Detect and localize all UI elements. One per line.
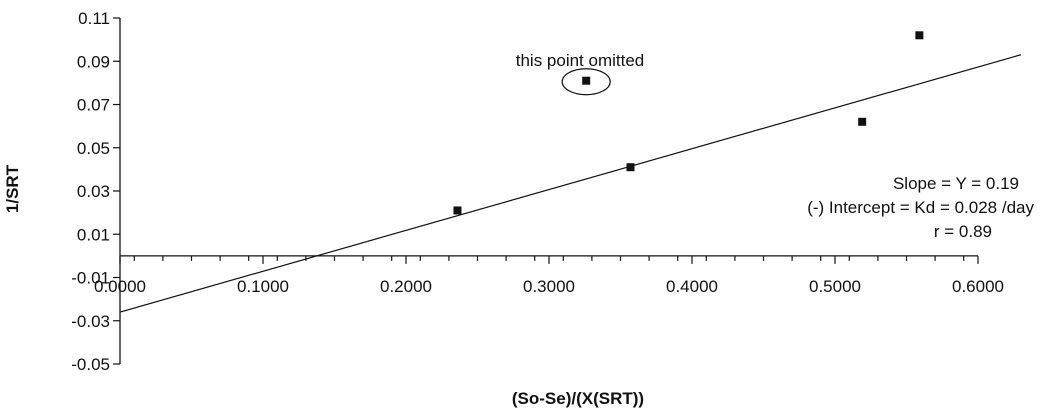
y-axis-title: 1/SRT bbox=[3, 164, 22, 213]
x-tick-label: 0.5000 bbox=[809, 277, 861, 296]
data-point bbox=[858, 117, 867, 126]
y-tick-label: -0.01 bbox=[71, 269, 110, 288]
x-tick-label: 0.2000 bbox=[380, 277, 432, 296]
omitted-data-point bbox=[582, 76, 591, 85]
omitted-point-label: this point omitted bbox=[516, 51, 645, 70]
data-point bbox=[915, 31, 924, 40]
y-tick-label: 0.09 bbox=[77, 52, 110, 71]
omitted-point-circle bbox=[561, 68, 611, 96]
data-points bbox=[453, 31, 924, 215]
y-tick-label: 0.05 bbox=[77, 139, 110, 158]
y-tick-label: 0.11 bbox=[78, 9, 110, 28]
data-point bbox=[453, 206, 462, 215]
x-tick-label: 0.1000 bbox=[237, 277, 289, 296]
y-tick-label: -0.03 bbox=[71, 312, 110, 331]
r-annotation: r = 0.89 bbox=[934, 222, 992, 241]
x-tick-label: 0.4000 bbox=[666, 277, 718, 296]
data-point bbox=[626, 163, 635, 172]
tick-labels: 0.11 0.09 0.07 0.05 0.03 0.01 -0.01 -0.03 -0.05 0… bbox=[71, 9, 1004, 374]
y-tick-label: 0.01 bbox=[77, 225, 110, 244]
y-tick-label: -0.05 bbox=[71, 355, 110, 374]
slope-annotation: Slope = Y = 0.19 bbox=[893, 174, 1019, 193]
y-tick-label: 0.07 bbox=[77, 96, 110, 115]
x-tick-label: 0.6000 bbox=[952, 277, 1004, 296]
x-axis-title: (So-Se)/(X(SRT)) bbox=[512, 389, 644, 408]
x-tick-label: 0.0000 bbox=[94, 277, 146, 296]
regression-line bbox=[119, 54, 1022, 313]
tick-marks bbox=[113, 17, 979, 365]
intercept-annotation: (-) Intercept = Kd = 0.028 /day bbox=[807, 198, 1034, 217]
y-tick-label: 0.03 bbox=[77, 182, 110, 201]
x-tick-label: 0.3000 bbox=[523, 277, 575, 296]
